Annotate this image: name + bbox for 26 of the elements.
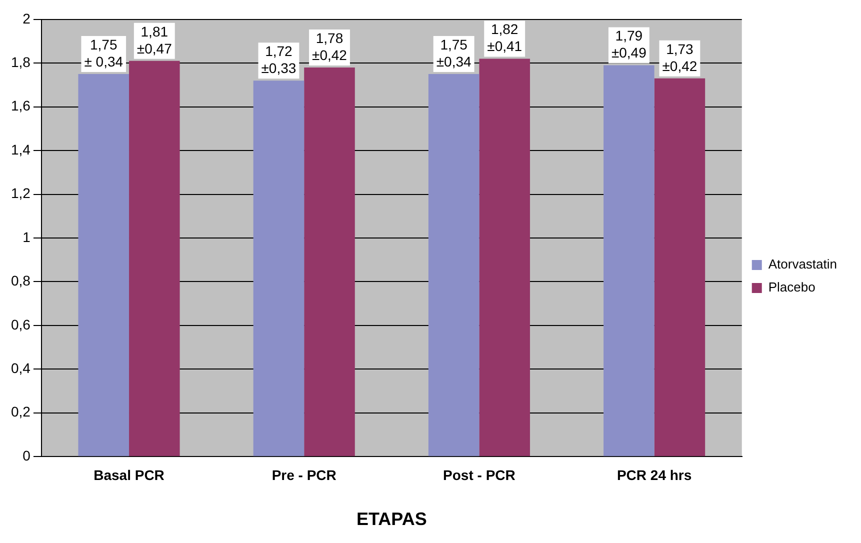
legend-label: Atorvastatin [768,256,838,272]
y-tick-label: 1,8 [10,54,31,70]
y-tick-label: 1,2 [10,185,31,202]
y-tick-label: 0,4 [10,360,31,376]
x-tick-label: Post - PCR [443,466,516,483]
data-label: 1,73 ±0,42 [662,40,698,74]
x-tick-label: PCR 24 hrs [616,466,692,483]
data-label: 1,82 ±0,41 [487,21,522,54]
x-axis-title: ETAPAS [356,509,427,530]
y-tick-label: 0,6 [10,316,31,332]
y-tick-label: 0 [22,447,31,464]
x-tick-label: Pre - PCR [272,466,336,483]
data-label: 1,72 ±0,33 [261,42,296,76]
data-label: 1,79 ±0,49 [611,28,647,61]
y-tick-label: 2 [22,10,31,26]
y-tick-label: 1,4 [10,141,31,158]
data-label: 1,81 ±0,47 [136,23,172,56]
y-tick-label: 1,6 [10,98,31,114]
data-label: 1,75 ±0,34 [436,36,472,70]
y-tick-label: 0,2 [10,404,31,420]
data-label: 1,78 ±0,42 [312,30,348,63]
y-tick-label: 0,8 [10,272,31,289]
y-tick-label: 1 [22,228,31,245]
legend-label: Placebo [768,280,816,295]
x-tick-label: Basal PCR [94,466,164,483]
data-label: 1,75 ± 0,34 [84,36,124,70]
